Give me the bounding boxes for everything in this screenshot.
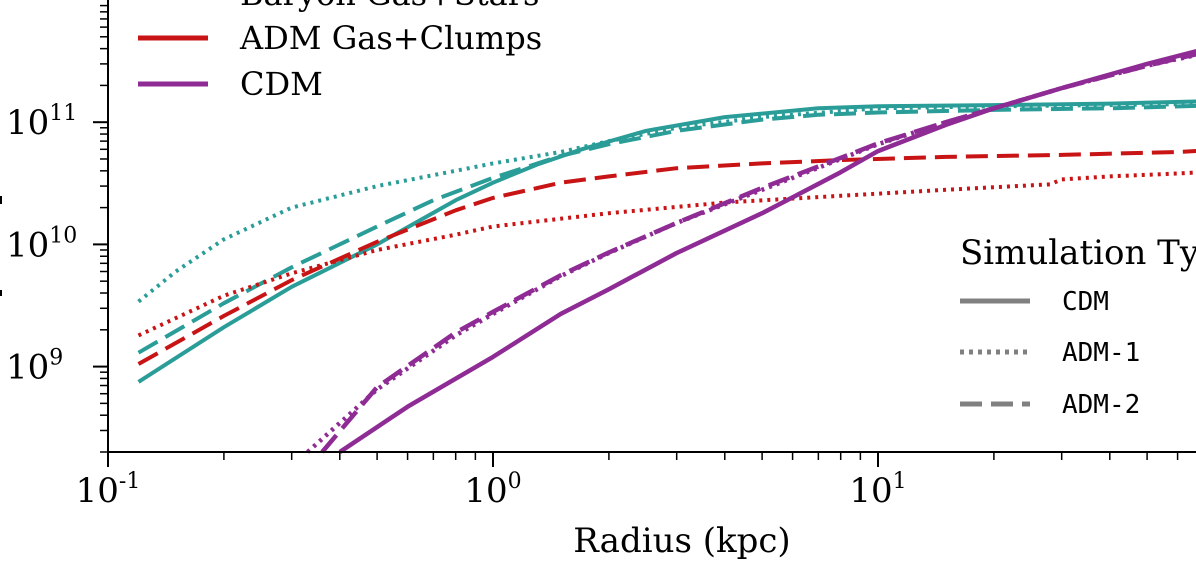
series-layer (137, 48, 1196, 454)
y-tick-label: 1010 (6, 223, 77, 265)
series-line-baryon-dotted (137, 101, 1196, 304)
legend-label: CDM (240, 65, 323, 103)
y-axis-label-fragment (0, 290, 2, 296)
legend-label: Baryon Gas+Stars (240, 0, 539, 13)
series-line-adm-dashed (137, 148, 1196, 366)
legend-label: ADM-1 (1062, 338, 1140, 368)
series-line-cdm-dashed (320, 51, 1196, 454)
x-tick-label: 10-1 (76, 469, 141, 511)
legend-label: ADM-2 (1062, 390, 1140, 420)
x-tick-label: 100 (464, 469, 521, 511)
legend-label: ADM Gas+Clumps (239, 19, 542, 57)
series-line-baryon-solid (137, 99, 1196, 384)
x-tick-label: 101 (849, 469, 906, 511)
legend-simulation-type: Simulation Type CDM ADM-1 ADM-2 (960, 233, 1196, 420)
y-tick-label: 109 (6, 346, 63, 388)
y-axis-label-fragment (0, 196, 2, 204)
series-line-cdm-dotted (306, 52, 1196, 454)
legend-title: Simulation Type (960, 233, 1196, 273)
y-tick-label: 1011 (6, 101, 77, 143)
legend-label: CDM (1062, 287, 1109, 317)
series-line-baryon-dashed (137, 103, 1196, 355)
x-axis-label: Radius (kpc) (573, 521, 790, 561)
legend-components: Baryon Gas+Stars ADM Gas+Clumps CDM (138, 0, 542, 103)
